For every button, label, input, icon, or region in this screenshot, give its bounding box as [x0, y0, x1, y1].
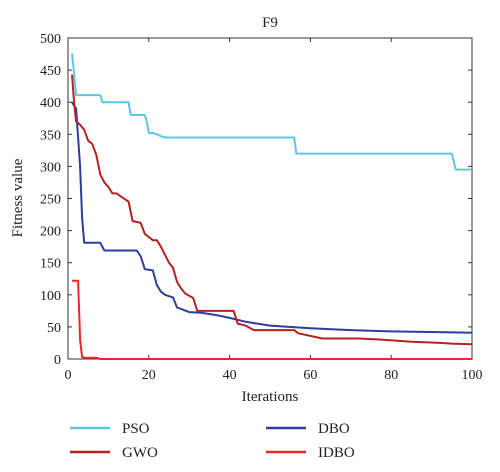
x-tick-label: 100 — [462, 368, 483, 383]
x-tick-label: 40 — [223, 368, 237, 383]
legend-label-pso: PSO — [122, 421, 150, 437]
y-tick-label: 200 — [40, 225, 61, 240]
y-tick-label: 100 — [40, 289, 61, 304]
axis-ticks: 0 20 40 60 80 100 0 50 100 150 200 250 300 350 400 450 5… — [40, 32, 483, 383]
y-tick-label: 500 — [40, 32, 61, 47]
y-tick-label: 300 — [40, 160, 61, 175]
legend-label-idbo: IDBO — [318, 445, 355, 461]
legend: PSO DBO GWO IDBO — [70, 421, 355, 461]
x-tick-label: 80 — [384, 368, 398, 383]
series-line-pso — [71, 53, 472, 171]
y-tick-label: 400 — [40, 96, 61, 111]
y-tick-label: 50 — [47, 321, 61, 336]
x-tick-label: 20 — [142, 368, 156, 383]
series-line-gwo — [71, 74, 473, 346]
x-tick-label: 0 — [65, 368, 72, 383]
y-tick-label: 350 — [40, 128, 61, 143]
plot-frame — [67, 37, 473, 360]
y-tick-label: 250 — [40, 193, 61, 208]
legend-label-gwo: GWO — [122, 445, 158, 461]
legend-label-dbo: DBO — [318, 421, 350, 437]
y-tick-label: 450 — [40, 64, 61, 79]
y-tick-label: 0 — [54, 353, 61, 368]
chart-title: F9 — [262, 15, 278, 31]
series-line-idbo — [72, 279, 472, 360]
y-axis-title: Fitness value — [10, 158, 26, 237]
series-line-dbo — [71, 101, 473, 334]
y-tick-label: 150 — [40, 257, 61, 272]
series-lines — [71, 53, 473, 360]
x-axis-title: Iterations — [242, 389, 299, 405]
x-tick-label: 60 — [303, 368, 317, 383]
